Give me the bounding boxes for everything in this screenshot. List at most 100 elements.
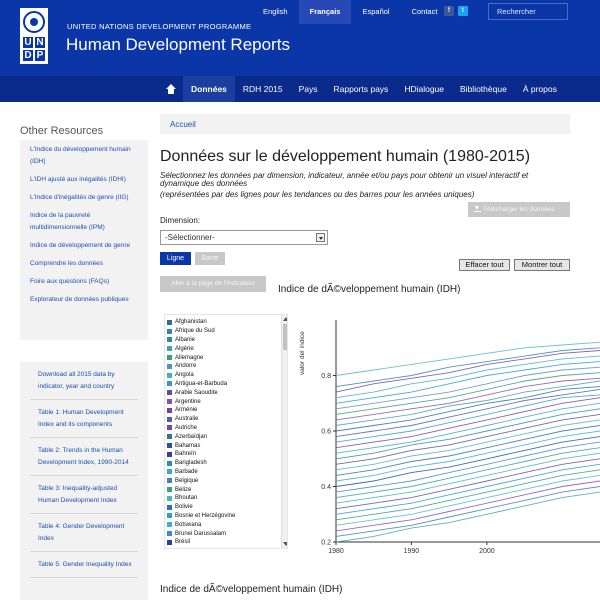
country-item[interactable]: Bosnie et Herzégovine (167, 512, 235, 521)
line-view-button[interactable]: Ligne (160, 252, 191, 265)
nav-item-bibliotheque[interactable]: Bibliothèque (460, 84, 507, 94)
sidebar-link[interactable]: Foire aux questions (FAQs) (30, 278, 110, 285)
sidebar-link[interactable]: Indice de la pauvreté multidimensionnell… (30, 212, 105, 231)
series-line (335, 413, 600, 465)
download-link[interactable]: Table 3: Inequality-adjusted Human Devel… (30, 476, 138, 514)
nav-item-rapports-pays[interactable]: Rapports pays (333, 84, 389, 94)
country-item[interactable]: Belgique (167, 476, 235, 485)
country-label: Arabie Saoudite (175, 389, 218, 396)
nav-item-donnees[interactable]: Données (183, 76, 235, 102)
country-item[interactable]: Azerbaïdjan (167, 432, 235, 441)
scroll-down-icon[interactable] (283, 542, 287, 546)
series-line (335, 419, 600, 471)
country-item[interactable]: Andorre (167, 362, 235, 371)
nav-item-hdialogue[interactable]: HDialogue (404, 84, 445, 94)
y-axis-label: valor del índice (299, 331, 306, 375)
country-item[interactable]: Argentine (167, 397, 235, 406)
lang-english-link[interactable]: English (263, 7, 288, 16)
dimension-select[interactable]: -Sélectionner- (160, 230, 328, 245)
indicator-page-button[interactable]: Aller à la page de l'indicateur (160, 276, 266, 292)
sidebar-link[interactable]: Indice de développement de genre (30, 242, 131, 249)
download-link[interactable]: Table 5: Gender Inequality Index (30, 552, 138, 578)
twitter-icon[interactable]: t (458, 6, 468, 16)
country-label: Belize (175, 486, 192, 493)
hdi-line-chart[interactable]: valor del índice 0.2 0.4 0.6 0.8 1980 1990 2000 (290, 310, 600, 560)
download-link[interactable]: Table 4: Gender Development Index (30, 514, 138, 552)
download-link[interactable]: Table 2: Trends in the Human Development… (30, 438, 138, 476)
sidebar-link[interactable]: L'IDH ajusté aux inégalités (IDHI) (30, 176, 126, 183)
sidebar-link[interactable]: L'Indice du développement humain (IDH) (30, 146, 131, 165)
breadcrumb[interactable]: Accueil (160, 114, 570, 134)
country-list[interactable]: Afghanistan Afrique du Sud Albanie Algérie A… (164, 314, 288, 549)
country-item[interactable]: Belize (167, 485, 235, 494)
country-color-swatch (167, 328, 172, 334)
country-item[interactable]: Bangladesh (167, 459, 235, 468)
country-item[interactable]: Arabie Saoudite (167, 388, 235, 397)
undp-logo[interactable]: U N D P (20, 8, 48, 64)
country-color-swatch (167, 460, 172, 466)
org-name: UNITED NATIONS DEVELOPMENT PROGRAMME (67, 22, 252, 31)
country-item[interactable]: Botswana (167, 520, 235, 529)
country-label: Andorre (175, 363, 197, 370)
country-label: Australie (175, 416, 199, 423)
country-color-swatch (167, 443, 172, 449)
sidebar-link[interactable]: Comprendre les données (30, 260, 103, 267)
country-item[interactable]: Afghanistan (167, 318, 235, 327)
download-link[interactable]: Table 1: Human Development Index and its… (30, 400, 138, 438)
scroll-up-icon[interactable] (283, 317, 287, 321)
scroll-thumb[interactable] (283, 324, 287, 350)
page-title: Données sur le développement humain (198… (160, 148, 531, 165)
nav-item-rdh-2015[interactable]: RDH 2015 (242, 84, 283, 94)
country-label: Bahamas (175, 442, 201, 449)
download-link[interactable]: Download all 2015 data by indicator, yea… (30, 362, 138, 400)
country-color-swatch (167, 346, 172, 352)
country-item[interactable]: Bahreïn (167, 450, 235, 459)
main-nav: Données RDH 2015 Pays Rapports pays HDia… (0, 76, 600, 102)
country-item[interactable]: Arménie (167, 406, 235, 415)
country-item[interactable]: Brésil (167, 538, 235, 547)
country-item[interactable]: Angola (167, 371, 235, 380)
country-color-swatch (167, 425, 172, 431)
show-all-button[interactable]: Montrer tout (514, 259, 570, 271)
home-button[interactable] (161, 76, 181, 102)
logo-letter: N (34, 36, 46, 49)
country-item[interactable]: Algérie (167, 344, 235, 353)
search-input[interactable]: Rechercher (488, 3, 568, 20)
country-item[interactable]: Brunei Darussalam (167, 529, 235, 538)
country-item[interactable]: Afrique du Sud (167, 327, 235, 336)
sidebar-link[interactable]: Explorateur de données publiques (30, 296, 129, 303)
lang-espanol-link[interactable]: Español (362, 7, 390, 16)
series-line (335, 397, 600, 449)
country-item[interactable]: Barbade (167, 468, 235, 477)
series-line (335, 491, 600, 543)
clear-all-button[interactable]: Effacer tout (459, 259, 510, 271)
country-item[interactable]: Antigua-et-Barbuda (167, 380, 235, 389)
nav-item-a-propos[interactable]: À propos (522, 84, 557, 94)
series-line (335, 408, 600, 460)
chevron-down-icon (316, 233, 325, 242)
site-title[interactable]: Human Development Reports (66, 35, 290, 54)
facebook-icon[interactable]: f (444, 6, 454, 16)
country-item[interactable]: Bahamas (167, 441, 235, 450)
sidebar-resource-links: L'Indice du développement humain (IDH) L… (20, 140, 148, 340)
series-line (335, 430, 600, 482)
y-tick-label: 0.6 (321, 429, 331, 436)
country-item[interactable]: Australie (167, 415, 235, 424)
download-data-button[interactable]: Télécharger les données (468, 202, 570, 217)
country-label: Bolivie (175, 504, 193, 511)
country-item[interactable]: Bhoutan (167, 494, 235, 503)
contact-link[interactable]: Contact (411, 7, 438, 16)
series-line (335, 377, 600, 421)
country-item[interactable]: Autriche (167, 424, 235, 433)
series-line (335, 361, 600, 404)
nav-item-pays[interactable]: Pays (298, 84, 318, 94)
country-label: Argentine (175, 398, 201, 405)
country-item[interactable]: Albanie (167, 336, 235, 345)
lang-francais-link[interactable]: Français (298, 0, 352, 24)
country-item[interactable]: Allemagne (167, 353, 235, 362)
country-item[interactable]: Bolivie (167, 503, 235, 512)
country-list-scrollbar[interactable] (281, 315, 287, 548)
sidebar-link[interactable]: L'Indice d'inégalités de genre (IIG) (30, 194, 129, 201)
bar-view-button[interactable]: Barre (195, 252, 225, 265)
un-emblem-icon (23, 11, 45, 33)
